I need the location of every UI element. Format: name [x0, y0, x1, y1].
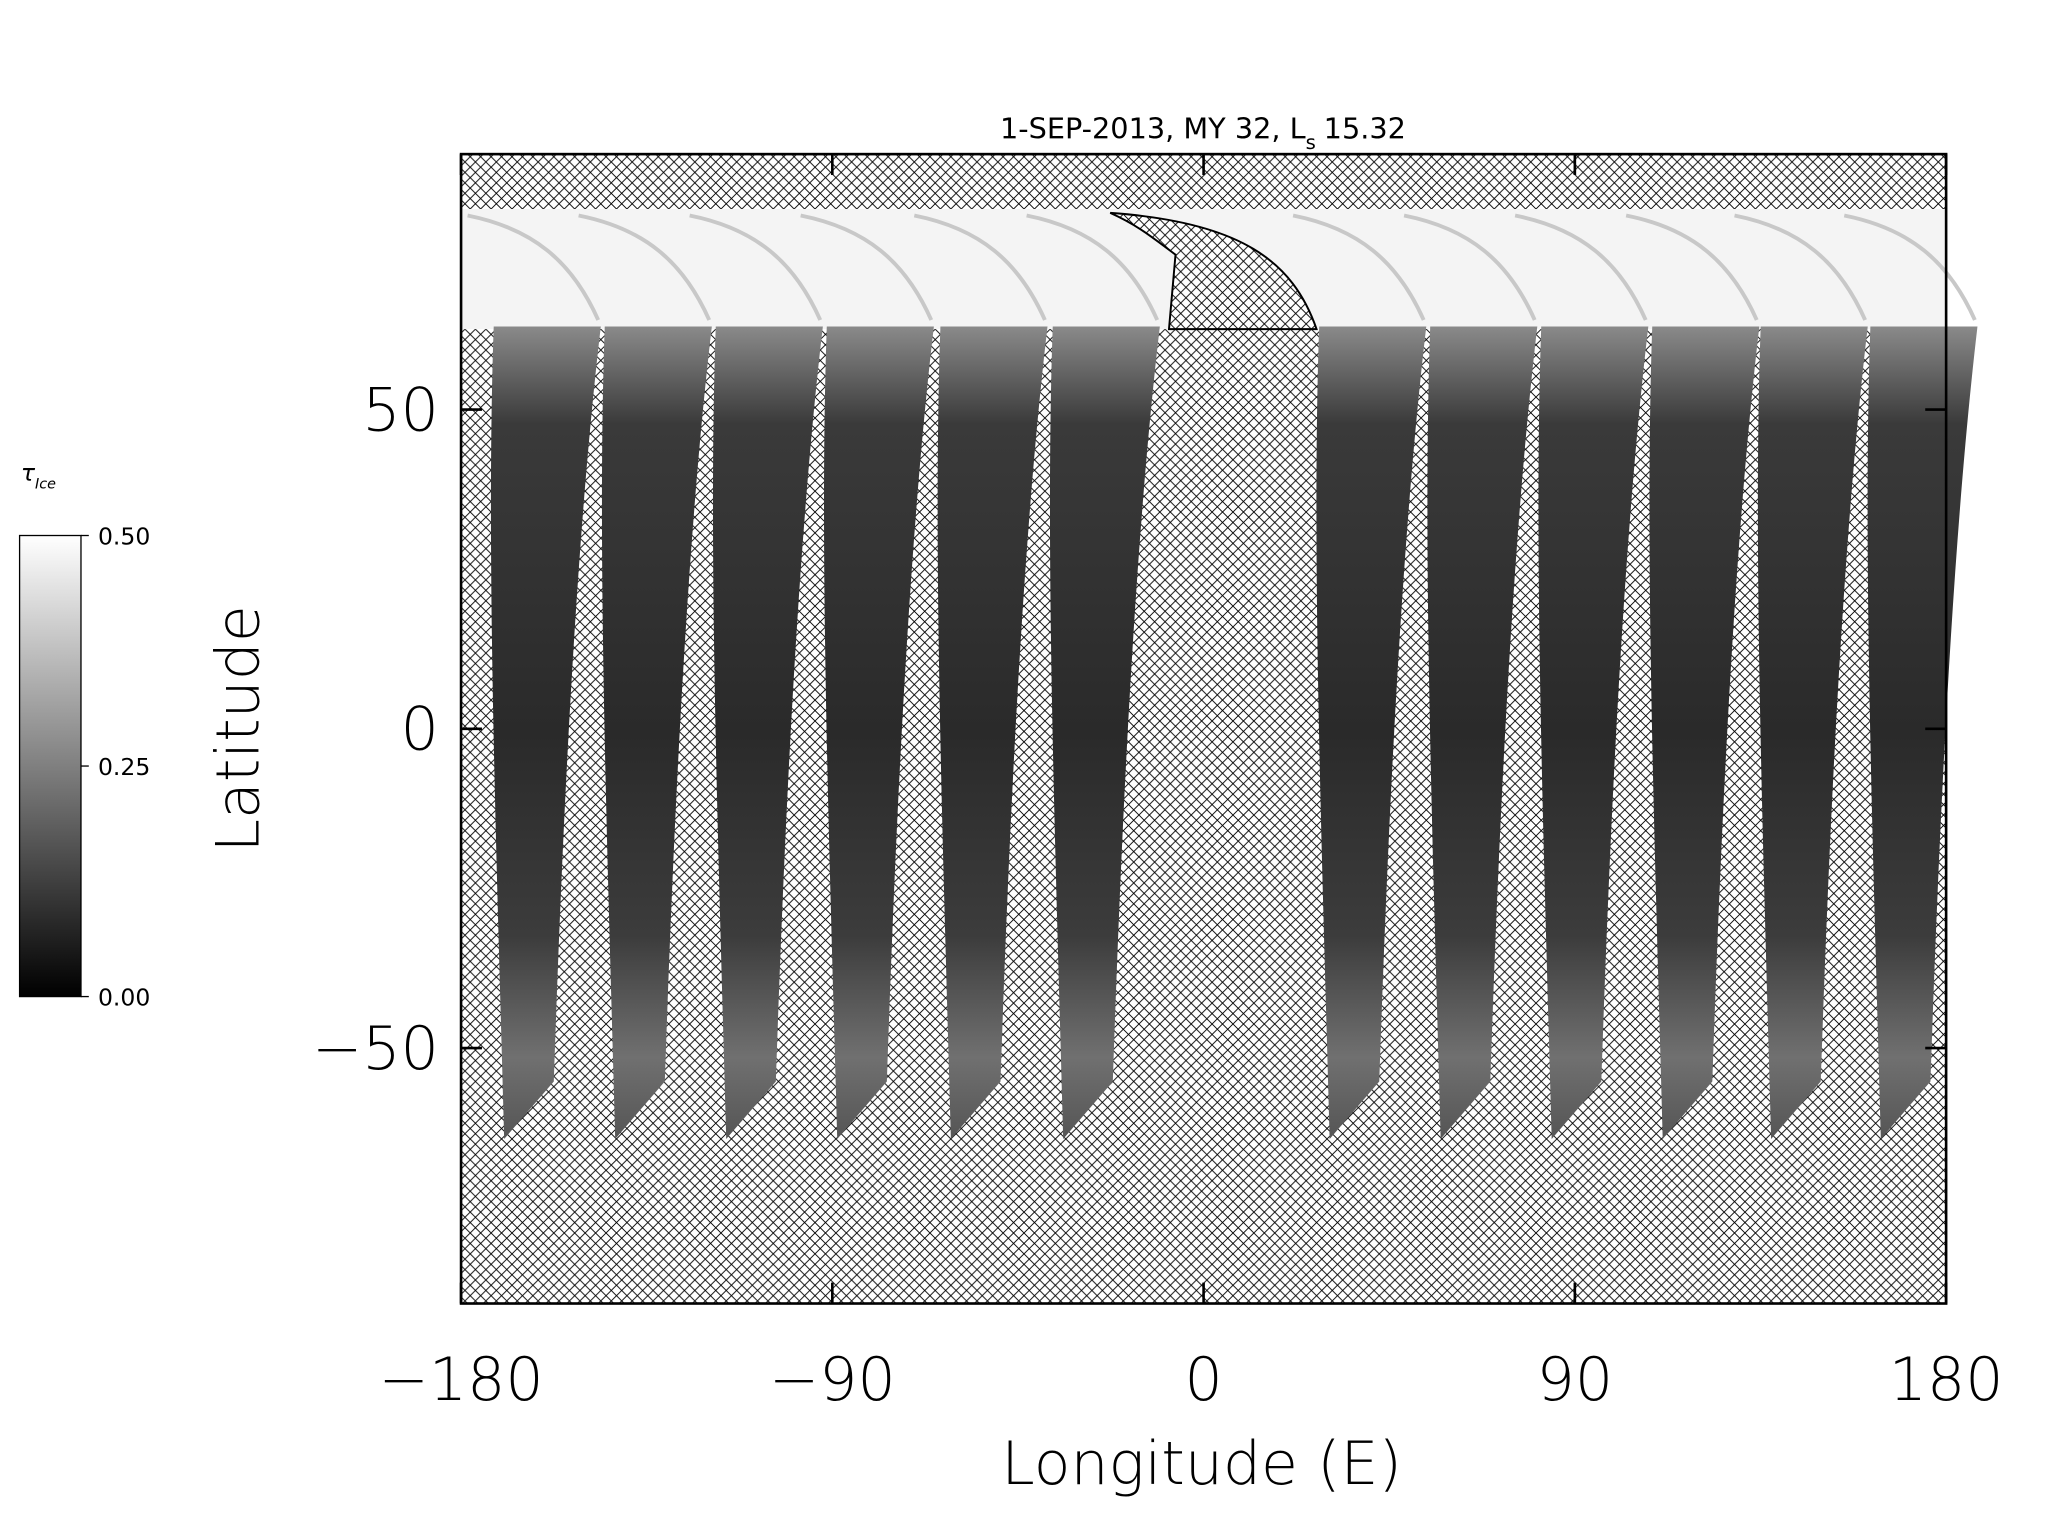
colorbar-tick-label: 0.00 [98, 984, 150, 1012]
swath [1538, 326, 1649, 1139]
y-tick-label: −50 [312, 1014, 439, 1084]
swath [1427, 326, 1538, 1139]
colorbar-symbol: τ [21, 459, 36, 487]
colorbar-tick-label: 0.25 [98, 753, 150, 781]
x-tick-label: 0 [1184, 1345, 1222, 1415]
x-tick-label: 90 [1537, 1345, 1613, 1415]
colorbar-tick-label: 0.50 [98, 523, 150, 551]
cap-streak [1843, 213, 1977, 321]
cap-streak [1625, 213, 1759, 321]
chart-title: 1-SEP-2013, MY 32, Ls 15.32 [1000, 111, 1406, 153]
cap-streak [578, 213, 712, 321]
title-text: 1-SEP-2013, MY 32, L [1000, 111, 1306, 145]
swath [824, 326, 934, 1139]
cap-streak [1734, 213, 1867, 321]
cap-streak [913, 213, 1047, 321]
cap-streak [689, 213, 823, 321]
swath [601, 326, 712, 1139]
cap-streak [1514, 213, 1648, 321]
cap-streak [1292, 213, 1426, 321]
x-axis-label: Longitude (E) [1001, 1429, 1402, 1499]
x-tick-label: −180 [379, 1345, 544, 1415]
swaths [467, 213, 1978, 1139]
title-subscript: s [1306, 131, 1316, 154]
cap-streak [1403, 213, 1537, 321]
colorbar [18, 534, 82, 998]
data-gap [1109, 211, 1318, 331]
swath [1867, 326, 1978, 1139]
cap-streak [800, 213, 934, 321]
swath [1757, 326, 1868, 1139]
cap-streak [1026, 213, 1160, 321]
x-tick-label: −90 [769, 1345, 896, 1415]
swath [490, 326, 601, 1139]
cap-streak [467, 213, 600, 321]
x-tick-label: 180 [1889, 1345, 2004, 1415]
y-tick-label: 0 [401, 695, 439, 765]
title-value: 15.32 [1324, 111, 1406, 145]
colorbar-label: τIce [21, 459, 56, 493]
y-tick-label: 50 [362, 375, 438, 445]
y-axis-label: Latitude [204, 605, 274, 852]
swath [1649, 326, 1760, 1139]
swath [937, 326, 1048, 1139]
swath [1049, 326, 1160, 1139]
colorbar-subscript: Ice [35, 476, 56, 492]
swath [712, 326, 823, 1139]
swath [1316, 326, 1427, 1139]
